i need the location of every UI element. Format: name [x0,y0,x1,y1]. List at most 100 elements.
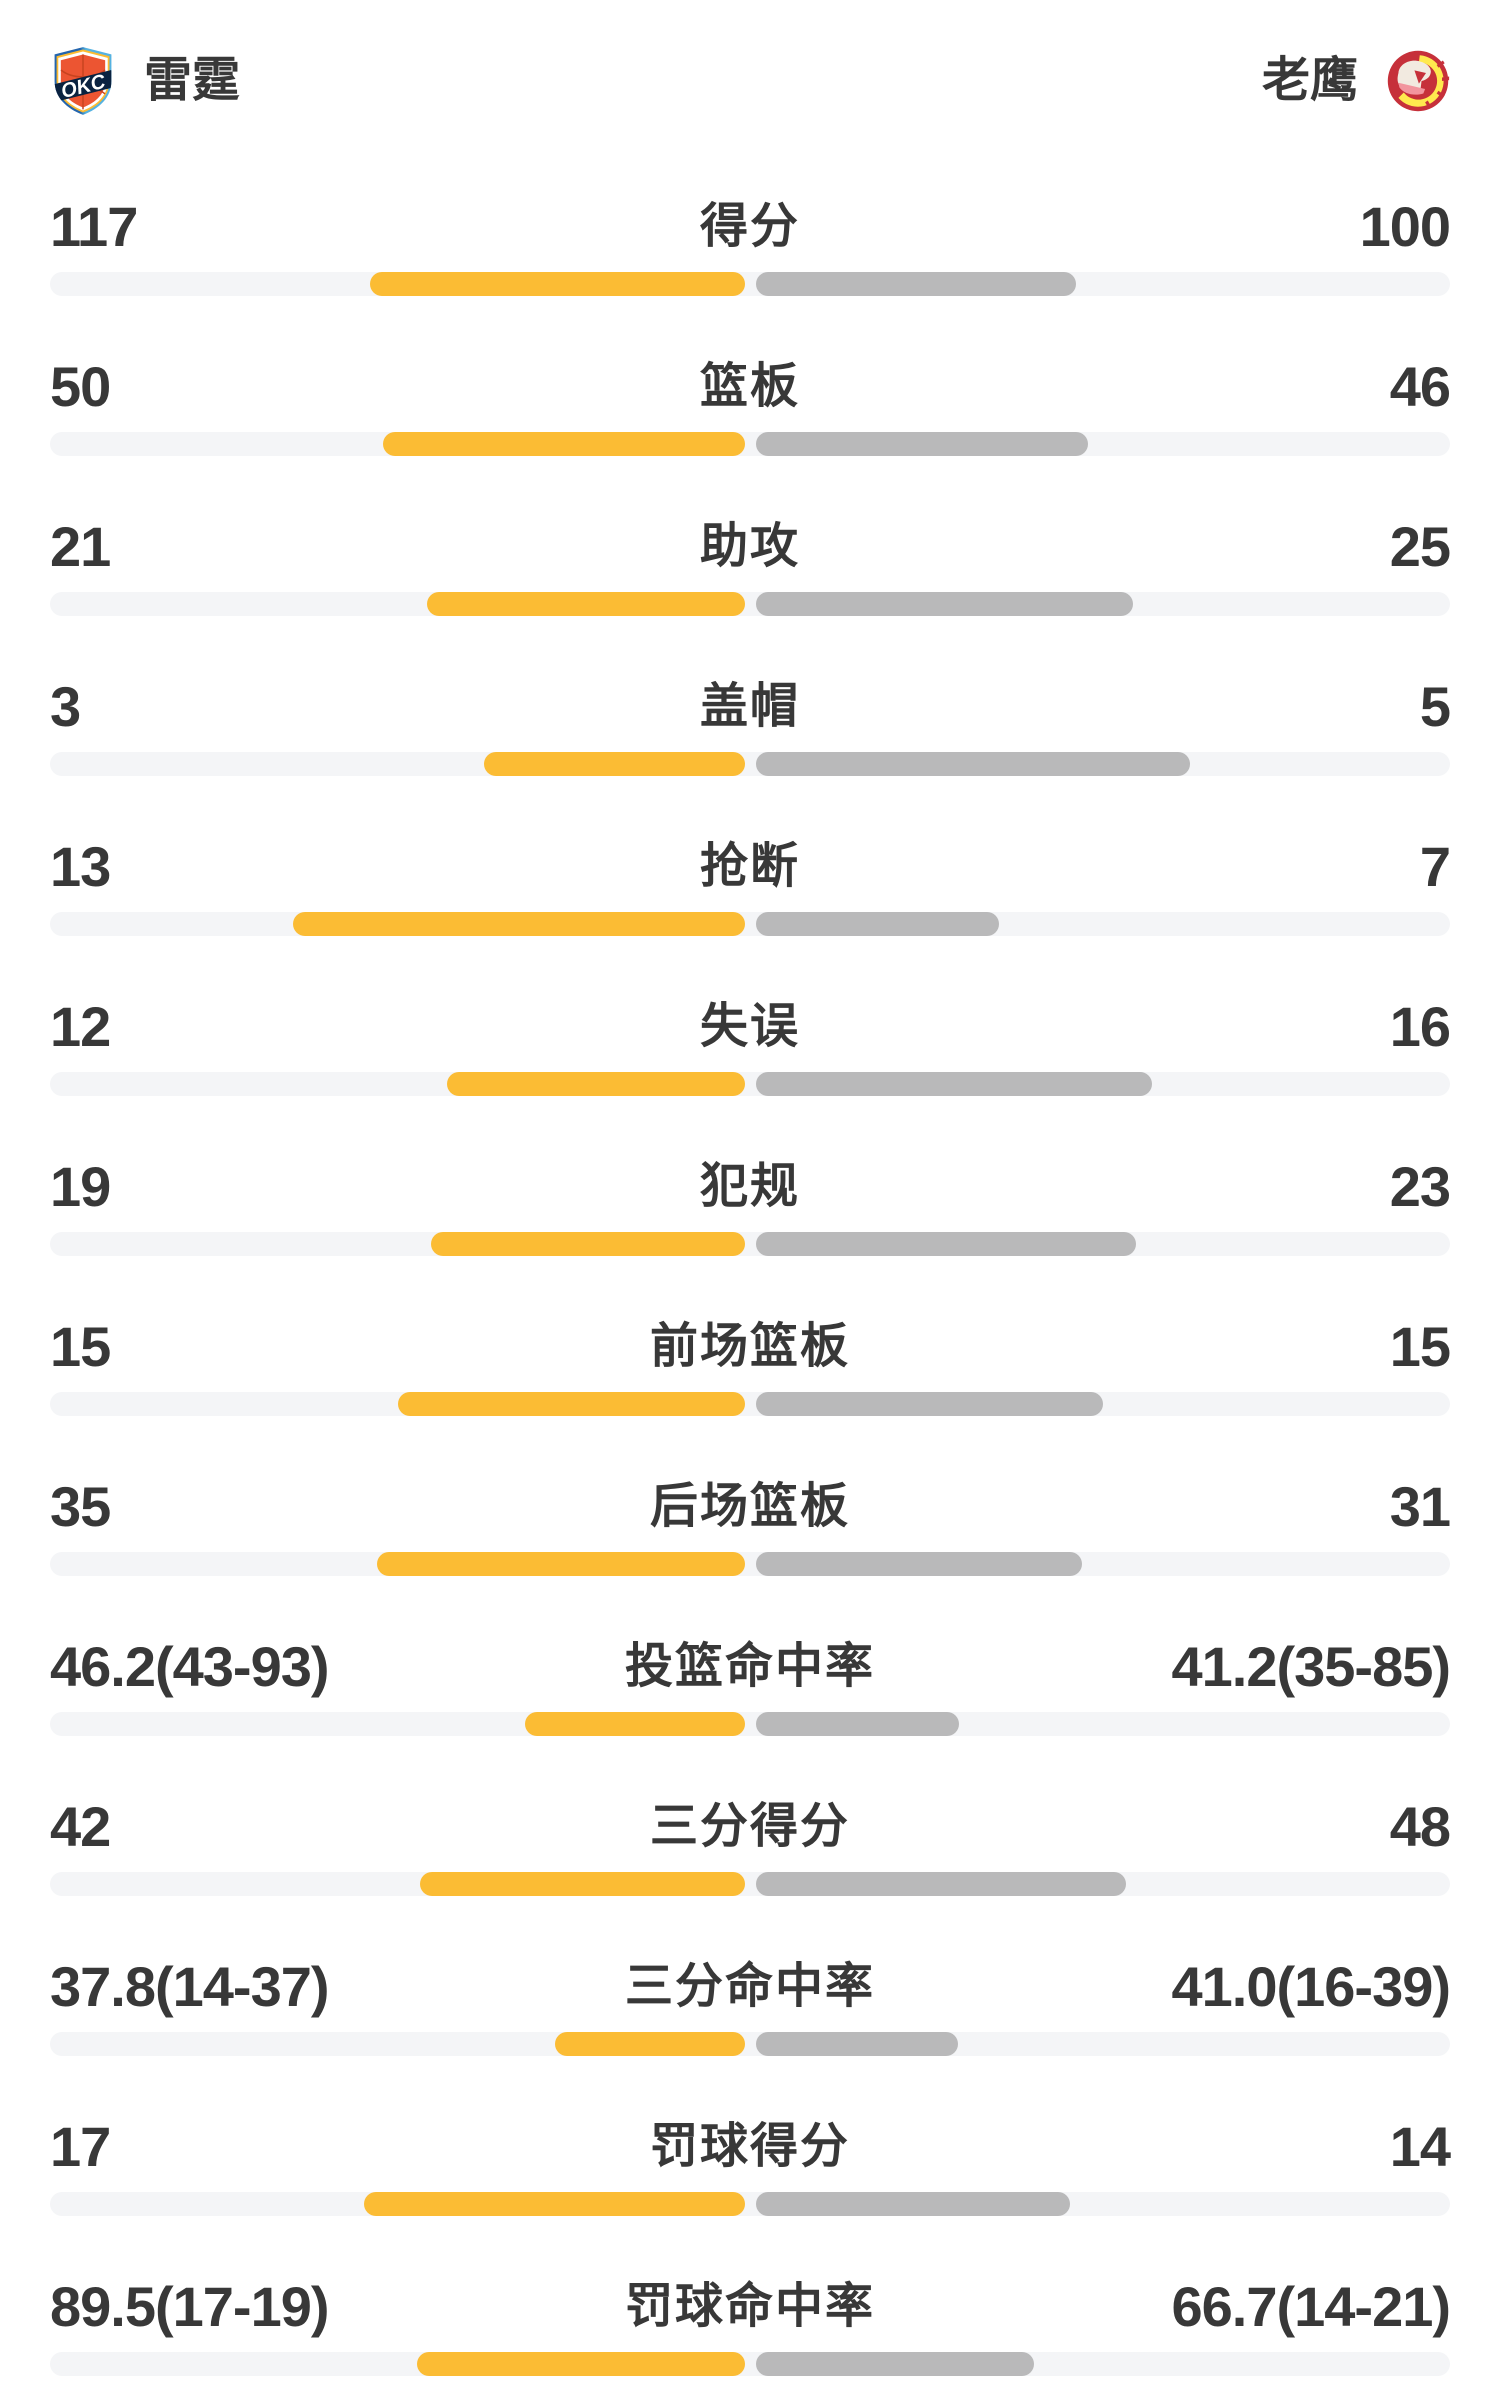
stat-bar-right [756,1072,1153,1096]
stat-values-line: 19 犯规 23 [50,1155,1451,1218]
stat-bar-right [756,2192,1070,2216]
stat-values-line: 117 得分 100 [50,195,1451,258]
stat-bar-right [756,1712,959,1736]
team-left-name: 雷霆 [144,54,241,107]
stat-value-left: 17 [50,2115,111,2178]
stat-bar-track [50,752,1450,776]
stat-value-right: 41.0(16-39) [1171,1955,1451,2018]
hawks-logo-icon [1386,49,1450,113]
stat-value-left: 3 [50,675,81,738]
stat-value-right: 14 [1389,2115,1451,2178]
stats-list: 117 得分 100 50 篮板 46 21 助攻 [50,195,1451,2376]
stat-label: 犯规 [699,1160,801,1213]
stat-bar-right [756,432,1089,456]
stat-row: 21 助攻 25 [50,515,1451,616]
stat-value-left: 35 [50,1475,111,1538]
stat-bar-right [756,1232,1137,1256]
stat-label: 得分 [699,200,801,253]
stat-label: 三分得分 [649,1800,851,1853]
stat-row: 89.5(17-19) 罚球命中率 66.7(14-21) [50,2275,1451,2376]
stat-value-left: 12 [50,995,111,1058]
stat-bar-left [554,2032,745,2056]
team-right[interactable]: 老鹰 [1262,49,1450,113]
stat-row: 15 前场篮板 15 [50,1315,1451,1416]
stat-value-right: 66.7(14-21) [1171,2275,1451,2338]
stat-value-left: 15 [50,1315,111,1378]
stat-bar-left [416,2352,745,2376]
stat-bar-left [446,1072,745,1096]
stat-values-line: 42 三分得分 48 [50,1795,1451,1858]
stat-bar-left [397,1392,745,1416]
stat-bar-right [756,1552,1083,1576]
stat-value-left: 42 [50,1795,111,1858]
stat-bar-left [382,432,745,456]
stat-values-line: 35 后场篮板 31 [50,1475,1451,1538]
stat-values-line: 3 盖帽 5 [50,675,1451,738]
stat-row: 12 失误 16 [50,995,1451,1096]
stat-label: 三分命中率 [624,1960,876,2013]
stat-bar-left [376,1552,745,1576]
stat-value-right: 25 [1389,515,1451,578]
stat-label: 失误 [699,1000,801,1053]
stat-bar-left [420,1872,745,1896]
stat-value-left: 50 [50,355,111,418]
stat-bar-left [364,2192,745,2216]
stat-bar-track [50,1392,1450,1416]
stat-row: 42 三分得分 48 [50,1795,1451,1896]
stat-bar-track [50,592,1450,616]
stat-value-left: 13 [50,835,111,898]
stat-row: 46.2(43-93) 投篮命中率 41.2(35-85) [50,1635,1451,1736]
stat-bar-track [50,2192,1450,2216]
stat-values-line: 46.2(43-93) 投篮命中率 41.2(35-85) [50,1635,1451,1698]
stat-bar-track [50,1072,1450,1096]
stat-value-right: 16 [1389,995,1451,1058]
stat-values-line: 50 篮板 46 [50,355,1451,418]
stat-value-left: 37.8(14-37) [50,1955,330,2018]
stat-values-line: 21 助攻 25 [50,515,1451,578]
stat-value-left: 46.2(43-93) [50,1635,330,1698]
stat-label: 抢断 [699,840,801,893]
stat-values-line: 12 失误 16 [50,995,1451,1058]
stat-row: 50 篮板 46 [50,355,1451,456]
thunder-logo-icon: OKC [50,45,116,117]
stat-row: 37.8(14-37) 三分命中率 41.0(16-39) [50,1955,1451,2056]
stat-bar-right [756,2032,958,2056]
stat-bar-left [427,592,745,616]
stat-bar-left [484,752,745,776]
stat-value-right: 46 [1389,355,1451,418]
stat-value-right: 41.2(35-85) [1171,1635,1451,1698]
stat-bar-left [525,1712,745,1736]
stat-values-line: 37.8(14-37) 三分命中率 41.0(16-39) [50,1955,1451,2018]
stat-value-left: 89.5(17-19) [50,2275,330,2338]
stat-value-right: 5 [1419,675,1451,738]
stat-bar-track [50,272,1450,296]
stat-bar-track [50,1872,1450,1896]
stat-bar-right [756,752,1190,776]
stat-value-left: 117 [50,195,138,258]
stat-label: 罚球命中率 [624,2280,876,2333]
stat-bar-right [756,592,1133,616]
team-left[interactable]: OKC 雷霆 [50,45,240,117]
stat-values-line: 15 前场篮板 15 [50,1315,1451,1378]
stat-label: 前场篮板 [649,1320,851,1373]
stat-value-right: 15 [1389,1315,1451,1378]
stat-value-right: 100 [1359,195,1451,258]
thunder-logo-svg: OKC [54,47,112,115]
stat-bar-right [756,1872,1126,1896]
stat-row: 13 抢断 7 [50,835,1451,936]
stat-label: 篮板 [699,360,801,413]
stat-bar-left [370,272,745,296]
stat-bar-track [50,1712,1450,1736]
stat-bar-track [50,2352,1450,2376]
stat-row: 3 盖帽 5 [50,675,1451,776]
stat-bar-left [430,1232,745,1256]
team-right-name: 老鹰 [1261,54,1358,107]
stat-value-left: 21 [50,515,111,578]
stat-label: 投篮命中率 [624,1640,876,1693]
stat-label: 罚球得分 [649,2120,851,2173]
stat-value-left: 19 [50,1155,111,1218]
stat-bar-right [756,1392,1103,1416]
stat-bar-track [50,1232,1450,1256]
stat-label: 后场篮板 [649,1480,851,1533]
match-header: OKC 雷霆 老鹰 [50,44,1450,118]
